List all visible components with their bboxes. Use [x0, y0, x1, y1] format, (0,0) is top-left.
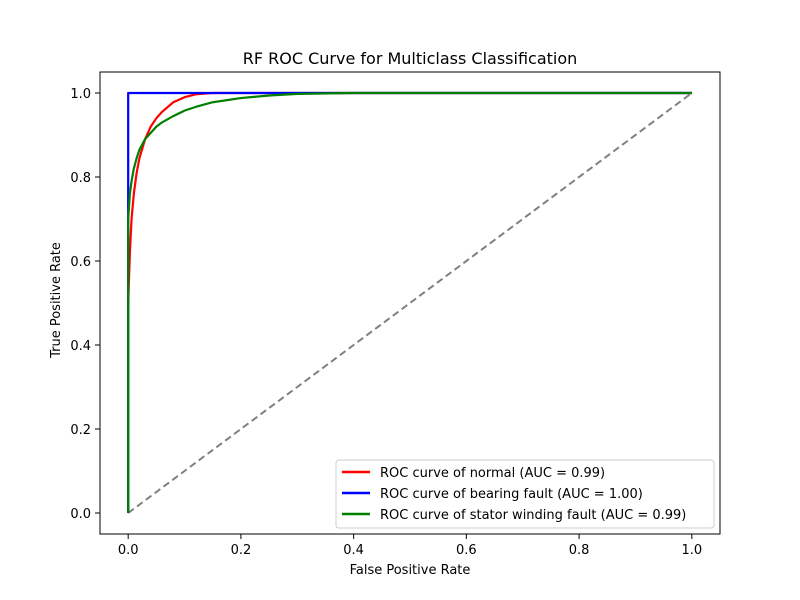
- legend-entry-1: ROC curve of bearing fault (AUC = 1.00): [380, 487, 643, 502]
- y-tick-label: 0.2: [70, 423, 91, 438]
- x-tick-label: 0.0: [118, 543, 139, 558]
- y-axis-label: True Positive Rate: [49, 242, 64, 359]
- y-tick-label: 0.4: [70, 339, 91, 354]
- x-tick-label: 0.2: [231, 543, 252, 558]
- legend-entry-0: ROC curve of normal (AUC = 0.99): [380, 466, 605, 481]
- reference-diagonal-line: [127, 92, 693, 514]
- y-tick-label: 0.8: [70, 171, 91, 186]
- x-tick-label: 0.6: [456, 543, 477, 558]
- plot-frame: [99, 71, 721, 535]
- x-tick-label: 1.0: [681, 543, 702, 558]
- series-line-2: [127, 91, 692, 513]
- legend-box: [335, 459, 715, 529]
- x-tick-label: 0.4: [343, 543, 364, 558]
- x-axis-label: False Positive Rate: [350, 563, 471, 578]
- y-tick-label: 0.0: [70, 507, 91, 522]
- chart-title: RF ROC Curve for Multiclass Classificati…: [243, 49, 578, 68]
- legend-entry-2: ROC curve of stator winding fault (AUC =…: [380, 508, 686, 523]
- x-tick-label: 0.8: [569, 543, 590, 558]
- y-tick-label: 0.6: [70, 255, 91, 270]
- y-tick-label: 1.0: [70, 87, 91, 102]
